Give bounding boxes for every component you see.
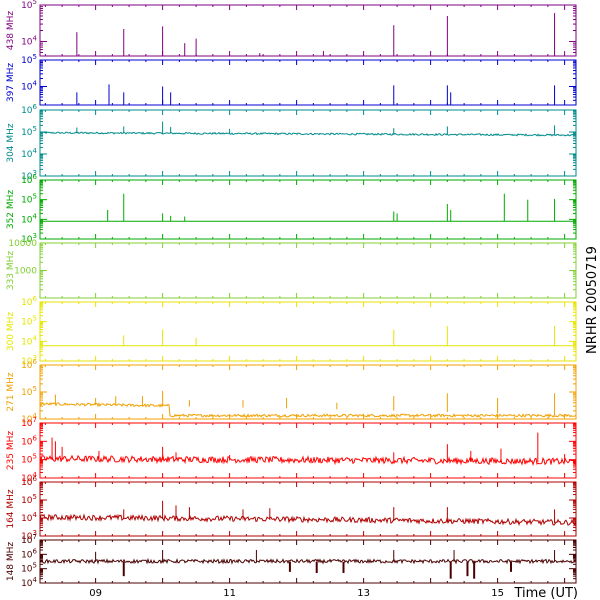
station-date-label: NRHR 20050719 <box>585 246 600 354</box>
y-tick-label: 104 <box>21 147 37 160</box>
time-axis: 09 11 13 15 <box>89 588 504 599</box>
panel-frame <box>39 109 577 177</box>
y-tick-label: 106 <box>21 475 37 488</box>
x-tick-label: 15 <box>491 588 504 599</box>
y-tick-label: 105 <box>21 125 37 138</box>
x-tick-label: 09 <box>89 588 102 599</box>
panel-label: 397 MHz <box>6 63 16 103</box>
y-tick-label: 105 <box>21 53 37 66</box>
series-line <box>39 557 577 565</box>
panel-438-mhz: 105 104 438 MHz <box>6 0 577 57</box>
y-tick-label: 106 <box>21 547 37 560</box>
y-tick-label: 105 <box>21 0 37 11</box>
panel-397-mhz: 105 104 397 MHz <box>6 53 577 106</box>
panel-label: 271 MHz <box>6 372 16 412</box>
y-tick-label: 104 <box>21 576 37 589</box>
panel-label: 304 MHz <box>6 123 16 163</box>
y-tick-label: 106 <box>21 103 37 116</box>
y-tick-label: 104 <box>21 511 37 524</box>
panel-label: 438 MHz <box>6 11 16 51</box>
y-tick-label: 105 <box>21 453 37 466</box>
panel-352-mhz: 106 105 104 103 352 MHz <box>6 173 577 245</box>
y-tick-label: 103 <box>21 169 37 182</box>
y-tick-label: 103 <box>21 354 37 367</box>
panel-300-mhz: 106 105 104 103 300 MHz <box>6 295 577 367</box>
y-tick-label: 106 <box>21 173 37 186</box>
panel-label: 164 MHz <box>6 489 16 529</box>
y-tick-label: 106 <box>21 358 37 371</box>
series-line <box>39 131 577 137</box>
series-line <box>39 402 577 419</box>
x-tick-label: 11 <box>223 588 236 599</box>
y-tick-label: 10000 <box>8 239 37 249</box>
panel-271-mhz: 106 105 104 271 MHz <box>6 358 577 425</box>
panel-label: 148 MHz <box>6 542 16 582</box>
y-tick-label: 105 <box>21 562 37 575</box>
y-tick-label: 1000 <box>14 267 37 277</box>
y-tick-label: 106 <box>21 434 37 447</box>
y-tick-label: 104 <box>21 79 37 92</box>
y-tick-label: 104 <box>21 471 37 484</box>
x-axis-label: Time (UT) <box>513 586 578 600</box>
y-tick-label: 104 <box>21 34 37 47</box>
y-tick-label: 105 <box>21 193 37 206</box>
panel-304-mhz: 106 105 104 103 304 MHz <box>6 103 577 182</box>
y-tick-label: 107 <box>21 416 37 429</box>
y-tick-label: 103 <box>21 529 37 542</box>
y-tick-label: 104 <box>21 412 37 425</box>
y-tick-label: 104 <box>21 212 37 225</box>
panel-label: 235 MHz <box>6 431 16 471</box>
y-tick-label: 104 <box>21 334 37 347</box>
y-tick-label: 105 <box>21 493 37 506</box>
series-line <box>39 513 577 527</box>
x-tick-label: 13 <box>357 588 370 599</box>
y-tick-label: 106 <box>21 295 37 308</box>
panel-label: 352 MHz <box>6 190 16 230</box>
panel-164-mhz: 106 105 104 103 164 MHz <box>6 475 577 542</box>
y-tick-label: 105 <box>21 385 37 398</box>
y-tick-label: 105 <box>21 315 37 328</box>
panel-label: 300 MHz <box>6 312 16 352</box>
y-tick-label: 103 <box>21 232 37 245</box>
panel-label: 333 MHz <box>6 251 16 291</box>
panel-235-mhz: 107 106 105 104 235 MHz <box>6 416 577 484</box>
series-line <box>39 454 577 467</box>
y-tick-label: 107 <box>21 533 37 546</box>
